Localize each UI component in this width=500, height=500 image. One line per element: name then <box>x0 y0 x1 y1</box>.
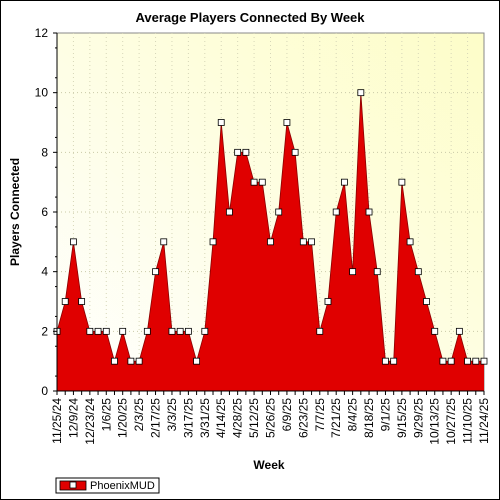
x-tick-label: 11/25/24 <box>50 398 64 444</box>
data-point <box>217 119 225 126</box>
data-point <box>357 89 365 97</box>
x-tick-label: 3/3/25 <box>165 398 179 432</box>
x-tick-label: 5/26/25 <box>264 398 278 438</box>
x-tick-label: 9/15/25 <box>395 398 409 438</box>
x-tick-label: 11/24/25 <box>477 398 491 444</box>
data-point <box>61 298 69 305</box>
x-tick-label: 7/21/25 <box>329 398 343 438</box>
data-point <box>308 238 315 246</box>
data-point <box>390 357 398 365</box>
x-tick-label: 8/18/25 <box>362 398 376 438</box>
x-tick-label: 9/29/25 <box>411 398 425 438</box>
data-point <box>127 357 135 365</box>
data-point <box>431 327 439 335</box>
data-point <box>382 357 389 365</box>
data-point <box>78 298 86 305</box>
data-point <box>168 327 176 335</box>
data-point <box>111 357 118 365</box>
data-point <box>201 327 209 335</box>
data-point <box>480 357 488 365</box>
y-tick-label: 6 <box>41 205 48 219</box>
data-point <box>250 178 258 186</box>
data-point <box>373 268 381 276</box>
data-point <box>94 327 102 335</box>
data-point <box>160 238 168 246</box>
data-point <box>406 238 414 246</box>
x-tick-label: 10/27/25 <box>444 398 458 445</box>
y-tick-label: 10 <box>35 86 49 100</box>
x-tick-label: 6/23/25 <box>296 398 310 438</box>
legend: PhoenixMUD <box>55 477 160 494</box>
data-point <box>332 208 340 216</box>
x-tick-label: 3/31/25 <box>198 398 212 438</box>
x-tick-label: 1/6/25 <box>99 398 113 432</box>
series-markers <box>53 89 488 365</box>
x-axis-title: Week <box>253 458 284 472</box>
y-axis-ticks: 0 2 4 6 8 10 12 <box>35 26 58 398</box>
x-tick-label: 12/23/24 <box>83 398 97 445</box>
data-point <box>242 148 250 156</box>
x-tick-label: 4/14/25 <box>214 398 228 438</box>
data-point <box>226 208 233 216</box>
x-tick-label: 10/13/25 <box>428 398 442 445</box>
data-point <box>455 327 463 335</box>
x-tick-label: 7/7/25 <box>313 398 327 432</box>
data-point <box>102 327 110 335</box>
data-point <box>193 357 201 365</box>
data-point <box>472 357 480 365</box>
data-point <box>439 357 447 365</box>
data-point <box>299 238 307 246</box>
x-tick-label: 12/9/24 <box>66 398 80 438</box>
data-point <box>275 208 283 216</box>
x-tick-label: 2/17/25 <box>149 398 163 438</box>
y-tick-label: 8 <box>41 145 48 159</box>
x-tick-label: 11/10/25 <box>461 398 475 444</box>
y-tick-label: 0 <box>41 384 48 398</box>
data-point <box>143 327 151 335</box>
data-point <box>234 148 242 156</box>
x-tick-label: 5/12/25 <box>247 398 261 438</box>
data-point <box>258 178 266 186</box>
data-point <box>423 298 430 305</box>
x-tick-label: 8/4/25 <box>346 398 360 432</box>
data-point <box>316 327 324 335</box>
data-point <box>398 178 406 186</box>
data-point <box>324 298 332 305</box>
x-tick-label: 6/9/25 <box>280 398 294 432</box>
y-tick-label: 4 <box>41 265 48 279</box>
data-point <box>464 357 471 365</box>
data-point <box>365 208 373 216</box>
x-tick-label: 4/28/25 <box>231 398 245 438</box>
data-point <box>414 268 422 276</box>
legend-marker <box>69 481 77 489</box>
chart-title: Average Players Connected By Week <box>135 10 365 25</box>
data-point <box>209 238 217 246</box>
data-point <box>184 327 192 335</box>
data-point <box>340 178 348 186</box>
y-tick-label: 12 <box>35 26 49 40</box>
data-point <box>447 357 455 365</box>
y-tick-label: 2 <box>41 324 48 338</box>
y-axis-title: Players Connected <box>8 158 22 266</box>
data-point <box>152 268 159 276</box>
data-point <box>283 119 291 126</box>
x-tick-label: 9/1/25 <box>378 398 392 432</box>
x-tick-label: 1/20/25 <box>116 398 130 438</box>
data-point <box>119 327 127 335</box>
data-point <box>70 238 77 246</box>
data-point <box>86 327 94 335</box>
data-point <box>176 327 184 335</box>
x-axis-ticks: 11/25/24 12/9/24 12/23/24 1/6/25 1/20/25 2/3/… <box>50 390 491 445</box>
x-tick-label: 2/3/25 <box>132 398 146 432</box>
data-point <box>291 148 299 156</box>
x-tick-label: 3/17/25 <box>181 398 195 438</box>
data-point <box>267 238 274 246</box>
data-point <box>349 268 357 276</box>
legend-label: PhoenixMUD <box>90 480 155 492</box>
data-point <box>135 357 143 365</box>
